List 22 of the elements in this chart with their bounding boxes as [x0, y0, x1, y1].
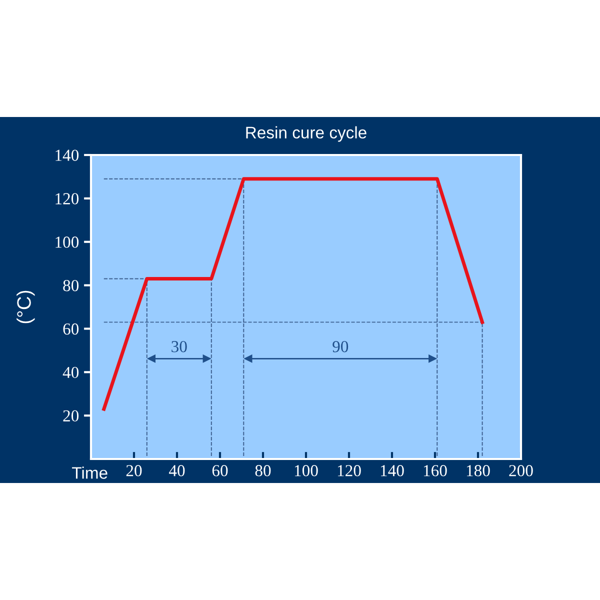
x-tick-label: 200: [509, 465, 533, 476]
x-tick-label: 20: [126, 465, 142, 476]
y-tick-label: 60: [63, 323, 79, 335]
y-tick-label: 20: [63, 410, 79, 422]
chart-title: Resin cure cycle: [246, 126, 366, 142]
y-tick-label: 40: [62, 366, 79, 378]
x-tick-label: 80: [255, 465, 271, 476]
y-tick-label: 140: [56, 150, 79, 161]
y-axis-title: (°C): [16, 290, 35, 324]
x-tick-label: 160: [424, 465, 447, 476]
x-tick-label: 120: [338, 465, 361, 476]
y-tick-label: 100: [56, 236, 79, 248]
x-tick-label: 60: [212, 465, 228, 476]
y-tick-label: 80: [63, 280, 79, 292]
x-axis-title: Time: [72, 466, 108, 479]
x-tick-label: 40: [168, 465, 185, 476]
annotation: 30: [172, 341, 187, 352]
annotation: 90: [332, 341, 348, 352]
x-tick-label: 180: [466, 465, 490, 476]
x-tick-label: 140: [380, 465, 404, 476]
y-tick-label: 120: [56, 193, 79, 204]
x-tick-label: 100: [294, 465, 318, 476]
